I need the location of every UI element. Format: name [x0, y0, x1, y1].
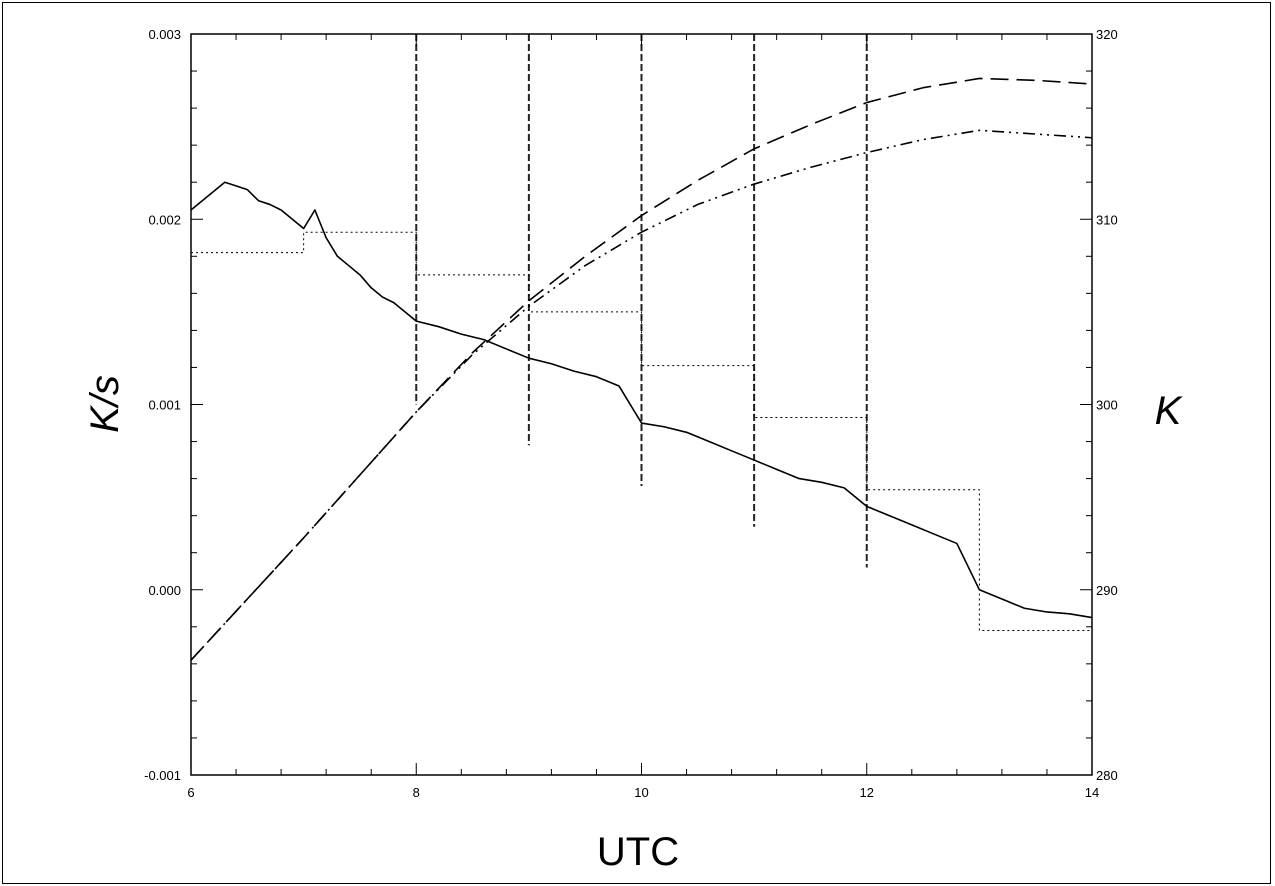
y-axis-title: K/s [83, 375, 127, 433]
y2-tick-label: 290 [1096, 583, 1118, 598]
y-tick-label: 0.001 [148, 398, 181, 413]
x-tick-label: 10 [634, 785, 648, 800]
x-axis-title: UTC [597, 830, 679, 874]
y-tick-label: 0.003 [148, 27, 181, 42]
series-line-4-dash-dot-dot [190, 129, 1093, 661]
y2-tick-label: 310 [1096, 212, 1118, 227]
y-tick-label: 0.000 [148, 583, 181, 598]
x-tick-label: 14 [1085, 785, 1099, 800]
y-tick-label: -0.001 [144, 768, 181, 783]
x-tick-label: 8 [413, 785, 420, 800]
series-line-2-dotted [191, 231, 1092, 631]
y-tick-label: 0.002 [148, 212, 181, 227]
series-line-1-solid [190, 181, 1093, 619]
series-layer [190, 34, 1093, 661]
x-tick-label: 6 [187, 785, 194, 800]
y2-tick-label: 320 [1096, 27, 1118, 42]
y2-axis-title: K [1155, 389, 1184, 433]
y2-tick-label: 280 [1096, 768, 1118, 783]
y2-tick-label: 300 [1096, 398, 1118, 413]
x-tick-label: 12 [860, 785, 874, 800]
axes-layer: 6 8 10 12 14 -0.001 0.000 0.001 0.002 0.003 280 290… [144, 27, 1118, 800]
